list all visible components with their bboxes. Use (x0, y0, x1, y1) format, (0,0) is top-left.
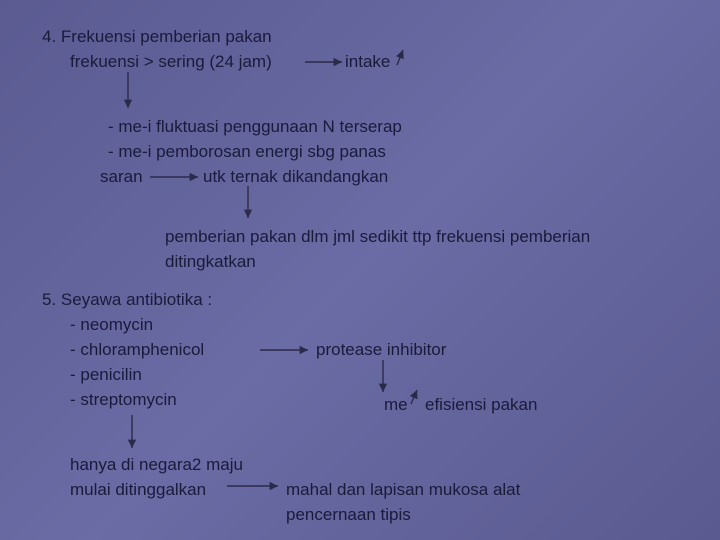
slide-content: 4. Frekuensi pemberian pakan frekuensi >… (0, 0, 720, 540)
arrows-layer (0, 0, 720, 540)
